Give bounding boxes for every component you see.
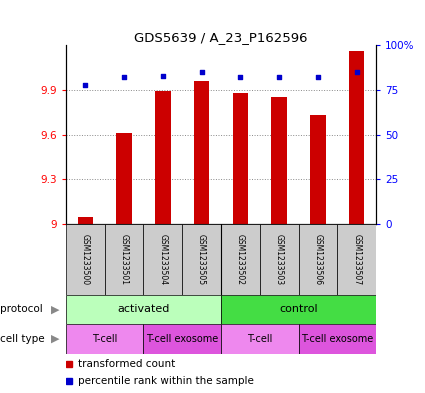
Point <box>237 74 244 81</box>
Bar <box>105 224 143 295</box>
Bar <box>116 133 132 224</box>
Text: GSM1233500: GSM1233500 <box>81 234 90 285</box>
Bar <box>337 224 376 295</box>
Text: transformed count: transformed count <box>78 358 176 369</box>
Bar <box>66 295 221 324</box>
Point <box>353 69 360 75</box>
Text: T-cell: T-cell <box>247 334 272 344</box>
Bar <box>221 224 260 295</box>
Bar <box>221 295 376 324</box>
Point <box>276 74 283 81</box>
Text: protocol: protocol <box>0 305 43 314</box>
Text: cell type: cell type <box>0 334 45 344</box>
Text: activated: activated <box>117 305 170 314</box>
Bar <box>232 93 248 224</box>
Bar <box>194 81 210 224</box>
Point <box>121 74 128 81</box>
Bar <box>272 97 287 224</box>
Point <box>159 72 166 79</box>
Text: control: control <box>279 305 318 314</box>
Text: GSM1233504: GSM1233504 <box>159 234 167 285</box>
Bar <box>143 224 182 295</box>
Bar <box>310 115 326 224</box>
Title: GDS5639 / A_23_P162596: GDS5639 / A_23_P162596 <box>134 31 308 44</box>
Point <box>314 74 321 81</box>
Bar <box>66 224 105 295</box>
Bar <box>155 92 170 224</box>
Text: T-cell: T-cell <box>92 334 117 344</box>
Text: GSM1233506: GSM1233506 <box>314 234 323 285</box>
Text: T-cell exosome: T-cell exosome <box>146 334 218 344</box>
Text: ▶: ▶ <box>51 305 60 314</box>
Text: ▶: ▶ <box>51 334 60 344</box>
Text: GSM1233505: GSM1233505 <box>197 234 206 285</box>
Bar <box>182 224 221 295</box>
Bar <box>298 224 337 295</box>
Text: percentile rank within the sample: percentile rank within the sample <box>78 376 254 386</box>
Bar <box>221 324 298 354</box>
Point <box>198 69 205 75</box>
Bar <box>298 324 376 354</box>
Text: T-cell exosome: T-cell exosome <box>301 334 374 344</box>
Text: GSM1233503: GSM1233503 <box>275 234 283 285</box>
Bar <box>143 324 221 354</box>
Point <box>82 81 89 88</box>
Bar <box>66 324 143 354</box>
Bar <box>260 224 298 295</box>
Text: GSM1233501: GSM1233501 <box>119 234 128 285</box>
Bar <box>349 51 365 224</box>
Text: GSM1233502: GSM1233502 <box>236 234 245 285</box>
Text: GSM1233507: GSM1233507 <box>352 234 361 285</box>
Bar <box>77 217 93 224</box>
